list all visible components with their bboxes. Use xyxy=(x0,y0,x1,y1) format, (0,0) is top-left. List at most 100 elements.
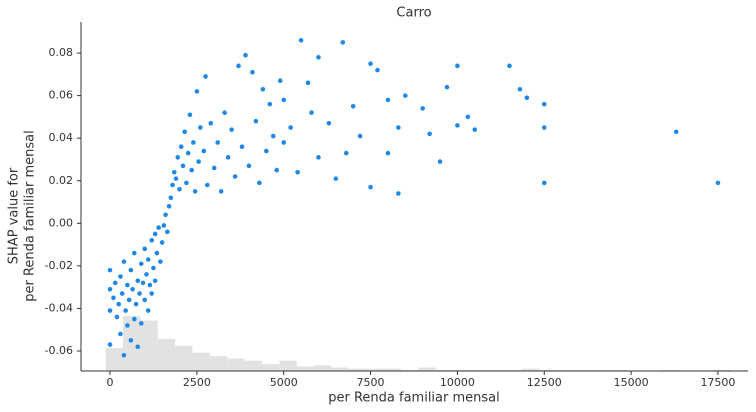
histogram-bar xyxy=(314,365,332,371)
histogram-bar xyxy=(227,358,245,371)
point xyxy=(437,159,443,164)
point xyxy=(159,240,165,245)
histogram-bar xyxy=(348,368,367,371)
point xyxy=(385,97,391,103)
point xyxy=(142,246,148,252)
point xyxy=(277,78,283,84)
point xyxy=(118,331,123,337)
point xyxy=(402,93,408,98)
point xyxy=(368,184,373,190)
point xyxy=(184,180,189,186)
point xyxy=(119,291,125,296)
point xyxy=(288,125,293,130)
x-tick-label: 12500 xyxy=(527,376,562,389)
point xyxy=(107,342,113,347)
point xyxy=(350,103,356,109)
point xyxy=(333,176,339,181)
point xyxy=(396,191,401,196)
x-tick-label: 15000 xyxy=(614,376,649,389)
y-axis-label: SHAP value for xyxy=(7,167,22,264)
point xyxy=(396,125,401,130)
point xyxy=(161,223,167,228)
point xyxy=(541,125,547,130)
point xyxy=(204,182,210,188)
histogram-bar xyxy=(435,369,454,371)
histogram-bar xyxy=(487,369,506,371)
point xyxy=(250,69,255,75)
point xyxy=(138,321,144,326)
point xyxy=(125,323,130,328)
point xyxy=(182,129,187,135)
point xyxy=(192,189,198,194)
point xyxy=(107,286,113,292)
point xyxy=(152,231,158,237)
histogram-bar xyxy=(470,369,488,371)
histogram-bar xyxy=(157,338,176,371)
histogram-bar xyxy=(140,320,158,371)
histogram-bar xyxy=(505,369,523,371)
point xyxy=(156,225,161,230)
point xyxy=(152,278,158,284)
point xyxy=(175,155,181,160)
y-tick-label: 0.08 xyxy=(49,46,74,59)
histogram-bar xyxy=(296,366,315,371)
point xyxy=(121,259,127,264)
y-tick-label: 0.06 xyxy=(49,89,74,102)
histogram-bar xyxy=(244,360,262,371)
histogram-bar xyxy=(400,369,419,371)
point xyxy=(375,67,380,73)
point xyxy=(132,250,137,256)
histogram-bar xyxy=(123,316,141,371)
point xyxy=(121,352,127,358)
point xyxy=(130,286,135,292)
y-tick-label: -0.06 xyxy=(45,344,73,357)
point xyxy=(126,297,132,303)
point xyxy=(309,110,314,115)
point xyxy=(524,95,530,101)
histogram-bar xyxy=(522,368,540,371)
histogram-bar xyxy=(175,345,193,371)
point xyxy=(326,120,332,126)
x-tick-label: 10000 xyxy=(440,376,475,389)
histogram-bar xyxy=(383,368,401,371)
point xyxy=(264,148,269,154)
point xyxy=(125,282,130,288)
point xyxy=(673,129,679,135)
point xyxy=(128,338,134,343)
point xyxy=(455,123,460,128)
histogram-bar xyxy=(592,369,610,371)
x-tick-label: 0 xyxy=(107,376,114,389)
point xyxy=(257,180,262,186)
point xyxy=(185,150,191,156)
point xyxy=(281,140,287,145)
point xyxy=(465,114,471,120)
point xyxy=(128,267,134,273)
point xyxy=(281,97,287,103)
x-tick-label: 5000 xyxy=(270,376,298,389)
point xyxy=(149,291,154,296)
point xyxy=(163,212,168,218)
point xyxy=(385,150,391,156)
point xyxy=(253,118,259,124)
point xyxy=(133,301,139,307)
x-tick-label: 2500 xyxy=(183,376,211,389)
point xyxy=(340,40,346,45)
point xyxy=(201,148,207,154)
point xyxy=(187,112,193,118)
y-tick-label: -0.02 xyxy=(45,259,73,272)
point xyxy=(236,63,241,69)
point xyxy=(715,180,721,186)
point xyxy=(116,301,121,307)
chart-title: Carro xyxy=(396,6,431,21)
point xyxy=(189,167,194,173)
point xyxy=(198,125,203,130)
point xyxy=(368,61,373,67)
point xyxy=(171,169,177,175)
point xyxy=(107,267,113,273)
histogram-bar xyxy=(192,352,210,371)
point xyxy=(140,280,146,286)
point xyxy=(215,140,221,145)
point xyxy=(107,308,113,313)
point xyxy=(145,308,151,313)
histogram-bar xyxy=(661,369,679,371)
